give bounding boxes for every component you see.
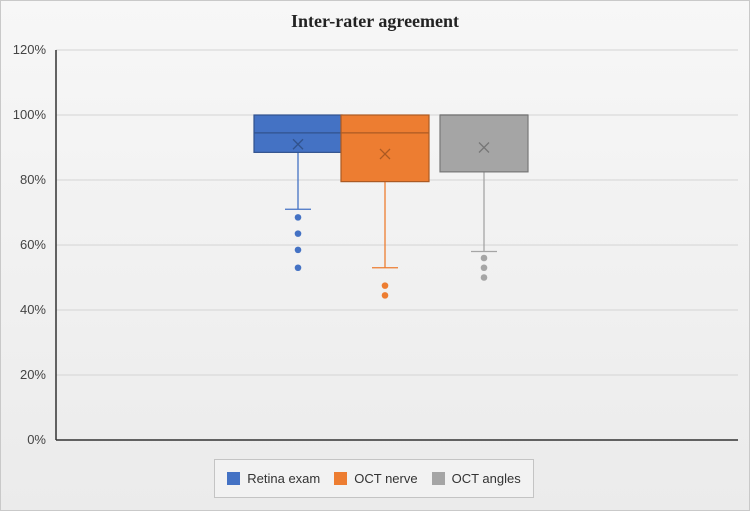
outlier-point	[480, 254, 488, 262]
box-oct-angles	[439, 114, 529, 281]
y-tick-label: 60%	[20, 237, 46, 252]
outlier-point	[480, 274, 488, 281]
outlier-point	[381, 292, 389, 299]
legend-swatch	[334, 472, 348, 485]
mean-marker	[379, 148, 391, 160]
legend-label: Retina exam	[247, 471, 321, 486]
y-axis-ticks: 0% 20% 40% 60% 80% 100% 120%	[13, 42, 47, 447]
box-body	[340, 114, 430, 183]
box-oct-nerve	[340, 114, 430, 299]
legend-item-oct-angles: OCT angles	[431, 471, 521, 486]
box-body	[439, 114, 529, 173]
legend: Retina exam OCT nerve OCT angles	[214, 459, 534, 498]
outlier-point	[294, 230, 302, 237]
box-series	[253, 114, 529, 299]
legend-item-retina-exam: Retina exam	[227, 471, 320, 486]
mean-marker	[292, 138, 304, 150]
y-tick-label: 40%	[20, 302, 46, 317]
gridlines	[56, 49, 738, 376]
mean-marker	[478, 142, 490, 153]
legend-label: OCT nerve	[354, 471, 418, 486]
legend-item-oct-nerve: OCT nerve	[334, 471, 418, 486]
outlier-point	[480, 264, 488, 272]
legend-swatch	[227, 472, 241, 485]
legend-label: OCT angles	[451, 471, 521, 486]
y-tick-label: 20%	[20, 367, 46, 382]
outlier-point	[381, 282, 389, 289]
outlier-point	[294, 246, 302, 254]
y-tick-label: 100%	[13, 107, 47, 122]
chart-title: Inter-rater agreement	[290, 11, 460, 31]
outlier-point	[294, 214, 302, 221]
y-tick-label: 120%	[13, 42, 47, 57]
legend-swatch	[431, 472, 445, 485]
y-tick-label: 80%	[20, 172, 46, 187]
box-body	[253, 114, 343, 153]
box-retina-exam	[253, 114, 343, 272]
outlier-point	[294, 264, 302, 272]
y-tick-label: 0%	[27, 432, 46, 447]
